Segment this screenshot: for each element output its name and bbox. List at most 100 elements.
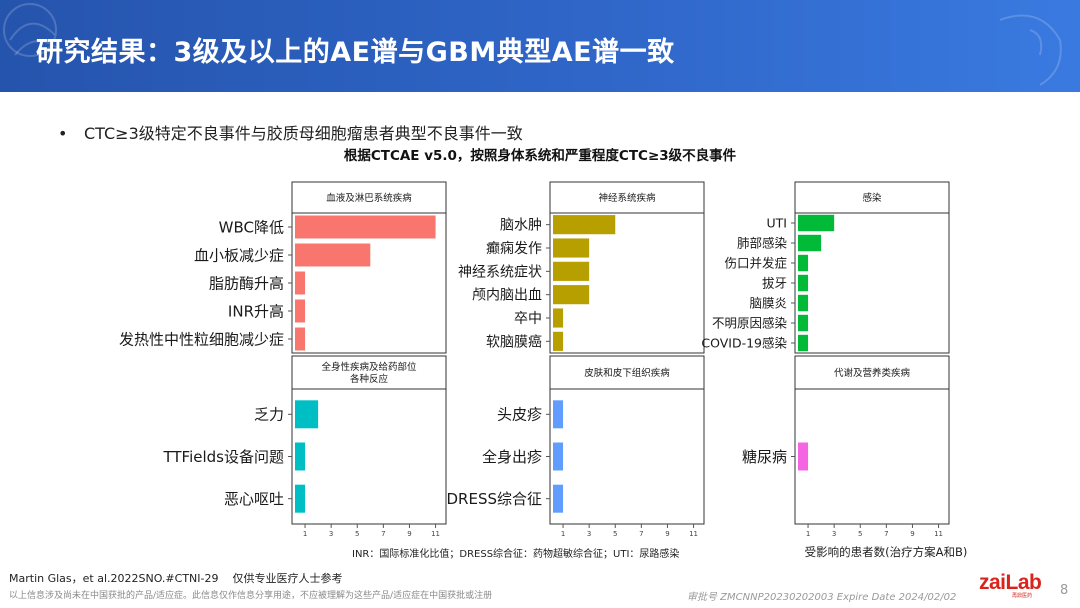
zailab-logo-subtext: 再鼎医药 [1012,593,1033,599]
header-decoration [3,3,1062,86]
panel-3-strip [794,181,950,214]
panel-4-xtick-label: 11 [431,530,440,538]
panel-1-category-label: 血小板减少症 [194,246,284,264]
summary-bullet: • CTC≥3级特定不良事件与胶质母细胞瘤患者典型不良事件一致 [58,120,523,144]
footer-reference: Martin Glas，et al.2022SNO.#CTNI-29 仅供专业医疗… [9,570,356,586]
panel-5-xtick-label: 11 [689,530,698,538]
panel-5-xtick-label: 7 [639,530,643,538]
panel-5-category-label: 头皮疹 [497,406,542,424]
panel-4-strip-label: 各种反应 [350,373,389,385]
panel-1-category-label: INR升高 [228,302,284,320]
panel-1-category-label: WBC降低 [219,218,284,236]
panel-5-xtick-label: 3 [587,530,591,538]
panel-1-bar [295,327,306,351]
panel-4-xtick-label: 1 [303,530,307,538]
panel-6-frame [794,388,950,525]
panel-1-bar [295,299,306,323]
slide-header: 研究结果：3级及以上的AE谱与GBM典型AE谱一致 [0,0,1080,92]
panel-5-xtick-label: 9 [665,530,669,538]
panel-4-category-label: 乏力 [254,406,284,424]
panel-2-category-label: 软脑膜癌 [486,334,542,350]
panel-3-category-label: 伤口并发症 [724,256,787,271]
chart-title: 根据CTCAE v5.0，按照身体系统和严重程度CTC≥3级不良事件 [344,147,737,164]
panel-1-category-label: 脂肪酶升高 [209,274,284,292]
disclaimer-text: 以上信息涉及尚未在中国获批的产品/适应症。此信息仅作信息分享用途，不应被理解为这… [9,591,493,601]
panel-4-xtick-label: 3 [329,530,333,538]
panel-2-bar [553,238,590,258]
page-title: 研究结果：3级及以上的AE谱与GBM典型AE谱一致 [36,37,675,68]
panel-4-strip-label: 全身性疾病及给药部位 [321,361,417,373]
panel-6-category-label: 糖尿病 [742,448,787,466]
panel-2-strip [549,181,705,214]
panel-2-bar [553,308,564,328]
panel-6-xtick-label: 1 [806,530,810,538]
panel-6-bar [798,442,809,471]
panel-1-strip [291,181,447,214]
panel-6-strip-label: 代谢及营养类疾病 [834,367,911,379]
panel-5-bar [553,442,564,471]
audience-note: 仅供专业医疗人士参考 [232,572,343,585]
x-axis-label: 受影响的患者数(治疗方案A和B) [805,545,968,559]
panel-5-strip [549,355,705,390]
panel-3-bar [798,234,822,252]
summary-text: CTC≥3级特定不良事件与胶质母细胞瘤患者典型不良事件一致 [84,124,523,143]
panel-4-category-label: TTFields设备问题 [163,448,285,466]
panel-3-category-label: 肺部感染 [737,236,788,251]
panel-3-bar [798,274,809,292]
panel-3-strip-label: 感染 [862,192,882,204]
panel-2-bar [553,215,616,235]
panel-2-category-label: 颅内脑出血 [472,288,542,304]
panel-4-bar [295,400,319,429]
panel-5-bar [553,400,564,429]
panel-4-bar [295,484,306,513]
panel-1-bar [295,215,436,239]
panel-4-bar [295,442,306,471]
panel-6-xtick-label: 3 [832,530,836,538]
panel-2-bar [553,285,590,305]
panel-2-category-label: 脑水肿 [500,218,542,234]
panel-5-xtick-label: 5 [613,530,617,538]
panel-1-strip-label: 血液及淋巴系统疾病 [326,192,412,204]
panel-2-frame [549,212,705,354]
page-number: 8 [1060,583,1069,598]
panel-2-bar [553,261,590,281]
panel-5-bar [553,484,564,513]
zailab-logo: zaiLab [979,571,1042,594]
panel-3-category-label: UTI [767,216,787,231]
panel-4-xtick-label: 9 [407,530,411,538]
panel-5-category-label: 全身出疹 [482,448,542,466]
panel-3-bar [798,254,809,272]
panel-4-xtick-label: 7 [381,530,385,538]
abbreviation-note: INR：国际标准化比值；DRESS综合征：药物超敏综合征；UTI：尿路感染 [352,547,679,560]
panel-4-strip [291,355,447,390]
panel-3-bar [798,334,809,352]
panel-3-category-label: 脑膜炎 [749,296,787,311]
panel-6-xtick-label: 11 [934,530,943,538]
panel-3-bar [798,314,809,332]
panel-6-xtick-label: 9 [910,530,914,538]
ae-chart: 根据CTCAE v5.0，按照身体系统和严重程度CTC≥3级不良事件血液及淋巴系… [119,147,968,560]
panel-3-bar [798,214,835,232]
panel-3-bar [798,294,809,312]
panel-4-category-label: 恶心呕吐 [224,490,284,508]
panel-2-bar [553,331,564,351]
reference-citation: Martin Glas，et al.2022SNO.#CTNI-29 [9,572,219,585]
panel-1-bar [295,243,371,267]
panel-3-category-label: 拔牙 [762,276,787,291]
panel-5-frame [549,388,705,525]
bullet-marker: • [58,124,68,143]
panel-5-category-label: DRESS综合征 [447,490,543,508]
approval-number: 审批号 ZMCNNP20230202003 Expire Date 2024/0… [687,592,957,603]
panel-6-xtick-label: 5 [858,530,862,538]
panel-1-bar [295,271,306,295]
panel-3-category-label: COVID-19感染 [701,336,787,351]
panel-2-category-label: 神经系统症状 [458,264,542,280]
panel-3-category-label: 不明原因感染 [712,316,788,331]
panel-2-category-label: 卒中 [514,311,542,327]
panel-3-frame [794,212,950,354]
panel-6-xtick-label: 7 [884,530,888,538]
panel-2-category-label: 癫痫发作 [486,240,542,257]
panel-4-xtick-label: 5 [355,530,359,538]
panel-1-category-label: 发热性中性粒细胞减少症 [119,330,284,348]
panel-5-xtick-label: 1 [561,530,565,538]
